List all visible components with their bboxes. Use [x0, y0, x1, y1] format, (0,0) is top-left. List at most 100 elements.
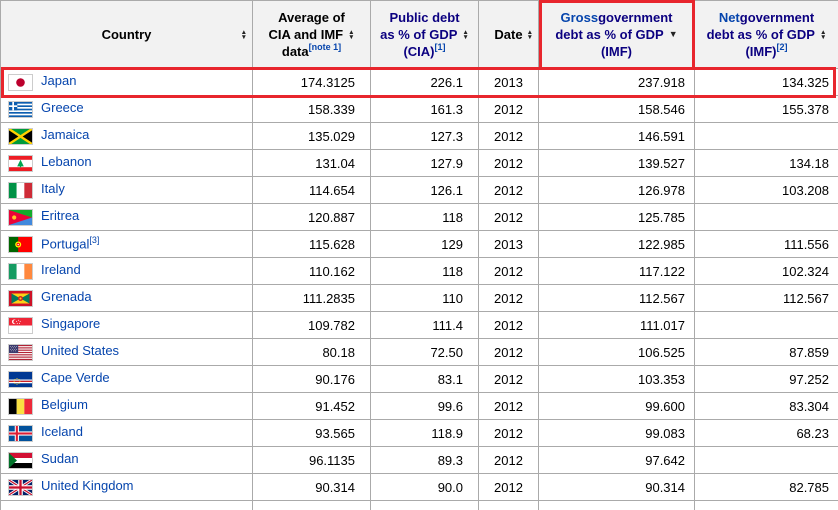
country-link[interactable]: Greece [41, 100, 84, 116]
table-row-singapore: Singapore 109.782 111.4 2012 111.017 [0, 311, 838, 339]
table-row-ireland: Ireland 110.162 118 2012 117.122 102.324 [0, 257, 838, 285]
cell-public-debt-cia: 99.6 [370, 392, 479, 420]
country-link[interactable]: Grenada [41, 289, 92, 305]
cell-country: Portugal[3] [0, 230, 253, 258]
cell-gross-debt-imf: 111.017 [538, 311, 695, 339]
flag-greece-icon [8, 100, 33, 118]
header-label: Public debt as % of GDP ▲ ▼ (CIA) [1] [380, 10, 469, 59]
header-text: CIA and IMF [268, 27, 344, 42]
cell-country: Cape Verde [0, 365, 253, 393]
cell-empty [0, 500, 253, 510]
cell-average-cia-imf: 80.18 [252, 338, 371, 366]
column-header-date[interactable]: Date ▲ ▼ [478, 0, 539, 69]
cell-average-cia-imf: 120.887 [252, 203, 371, 231]
cell-country: Singapore [0, 311, 253, 339]
column-header-net-debt-imf[interactable]: Net government debt as % of GDP ▲ ▼ (IMF) [2] [694, 0, 838, 69]
flag-jamaica-icon [8, 127, 33, 145]
country-link[interactable]: Ireland [41, 262, 81, 278]
flag-japan-icon [8, 73, 33, 91]
cell-gross-debt-imf: 125.785 [538, 203, 695, 231]
country-link[interactable]: Lebanon [41, 154, 92, 170]
header-text: (CIA) [403, 44, 435, 59]
cell-country: Japan [0, 68, 253, 96]
country-link[interactable]: Italy [41, 181, 65, 197]
cell-country: Grenada [0, 284, 253, 312]
column-header-public-debt-cia[interactable]: Public debt as % of GDP ▲ ▼ (CIA) [1] [370, 0, 479, 69]
header-text: Average of [278, 10, 345, 25]
table-row-sudan: Sudan 96.1135 89.3 2012 97.642 [0, 446, 838, 474]
cell-public-debt-cia: 129 [370, 230, 479, 258]
cell-date: 2012 [478, 203, 539, 231]
cell-average-cia-imf: 110.162 [252, 257, 371, 285]
sort-toggle-icon: ▲ ▼ [348, 28, 355, 41]
table-header-row: Country ▲ ▼ Average of CIA and IMF ▲ ▼ data [not… [0, 0, 838, 69]
cell-date: 2012 [478, 338, 539, 366]
country-link[interactable]: United States [41, 343, 120, 359]
country-link[interactable]: Belgium [41, 397, 88, 413]
cell-date: 2012 [478, 365, 539, 393]
footnote-ref[interactable]: [3] [89, 234, 100, 245]
cell-date: 2012 [478, 419, 539, 447]
cell-date: 2012 [478, 473, 539, 501]
flag-cape-verde-icon [8, 370, 33, 388]
cell-average-cia-imf: 111.2835 [252, 284, 371, 312]
cell-net-debt-imf: 87.859 [694, 338, 838, 366]
header-text: government [739, 10, 815, 25]
cell-empty [252, 500, 371, 510]
cell-public-debt-cia: 226.1 [370, 68, 479, 96]
cell-net-debt-imf [694, 446, 838, 474]
cell-public-debt-cia: 126.1 [370, 176, 479, 204]
cell-gross-debt-imf: 106.525 [538, 338, 695, 366]
cell-average-cia-imf: 158.339 [252, 95, 371, 123]
cell-date: 2013 [478, 68, 539, 96]
country-link[interactable]: United Kingdom [41, 478, 134, 494]
cell-public-debt-cia: 127.3 [370, 122, 479, 150]
cell-gross-debt-imf: 158.546 [538, 95, 695, 123]
cell-gross-debt-imf: 126.978 [538, 176, 695, 204]
cell-net-debt-imf: 155.378 [694, 95, 838, 123]
table-row-partial [0, 500, 838, 510]
cell-average-cia-imf: 96.1135 [252, 446, 371, 474]
table-row-cape-verde: Cape Verde 90.176 83.1 2012 103.353 97.252 [0, 365, 838, 393]
header-text: Gross [560, 10, 599, 25]
cell-public-debt-cia: 72.50 [370, 338, 479, 366]
cell-date: 2012 [478, 122, 539, 150]
header-text: government [598, 10, 673, 25]
cell-country: United States [0, 338, 253, 366]
country-link[interactable]: Iceland [41, 424, 83, 440]
cell-average-cia-imf: 114.654 [252, 176, 371, 204]
country-link[interactable]: Singapore [41, 316, 101, 332]
cell-net-debt-imf: 111.556 [694, 230, 838, 258]
cell-net-debt-imf: 102.324 [694, 257, 838, 285]
column-header-country[interactable]: Country ▲ ▼ [0, 0, 253, 69]
table-row-lebanon: Lebanon 131.04 127.9 2012 139.527 134.18 [0, 149, 838, 177]
cell-average-cia-imf: 90.314 [252, 473, 371, 501]
cell-date: 2012 [478, 176, 539, 204]
country-link[interactable]: Cape Verde [41, 370, 110, 386]
country-link[interactable]: Japan [41, 73, 77, 89]
table-row-portugal: Portugal[3] 115.628 129 2013 122.985 111.556 [0, 230, 838, 258]
cell-gross-debt-imf: 112.567 [538, 284, 695, 312]
cell-gross-debt-imf: 146.591 [538, 122, 695, 150]
cell-public-debt-cia: 83.1 [370, 365, 479, 393]
cell-gross-debt-imf: 103.353 [538, 365, 695, 393]
column-header-average-cia-imf[interactable]: Average of CIA and IMF ▲ ▼ data [note 1] [252, 0, 371, 69]
country-link[interactable]: Portugal [41, 236, 90, 252]
cell-public-debt-cia: 127.9 [370, 149, 479, 177]
cell-country: Greece [0, 95, 253, 123]
country-link[interactable]: Jamaica [41, 127, 90, 143]
flag-iceland-icon [8, 424, 33, 442]
table-row-greece: Greece 158.339 161.3 2012 158.546 155.378 [0, 95, 838, 123]
header-text: Country [101, 27, 152, 42]
cell-average-cia-imf: 91.452 [252, 392, 371, 420]
country-link[interactable]: Sudan [41, 451, 79, 467]
column-header-gross-debt-imf[interactable]: Gross government debt as % of GDP ▼ (IMF) [538, 0, 695, 69]
cell-average-cia-imf: 115.628 [252, 230, 371, 258]
cell-average-cia-imf: 109.782 [252, 311, 371, 339]
cell-empty [694, 500, 838, 510]
country-link[interactable]: Eritrea [41, 208, 80, 224]
cell-gross-debt-imf: 99.600 [538, 392, 695, 420]
cell-date: 2012 [478, 392, 539, 420]
